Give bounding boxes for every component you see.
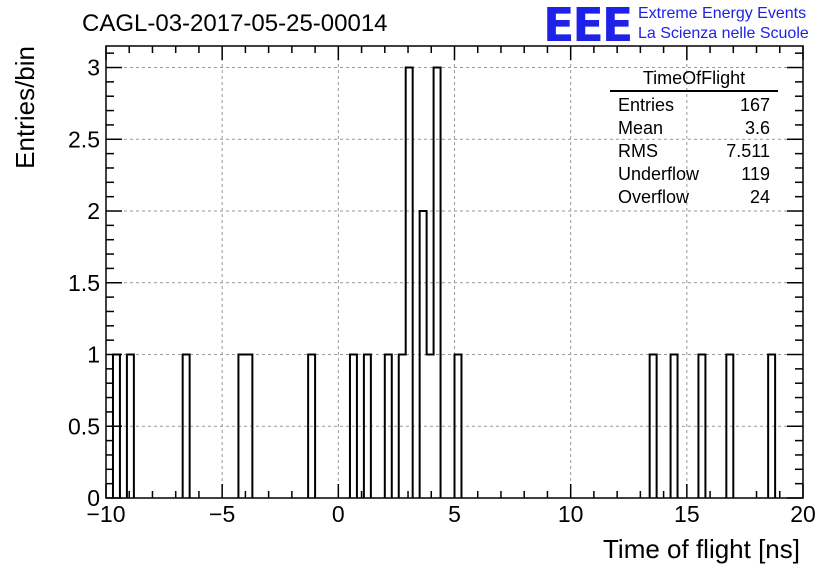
histogram-bin [768,355,775,498]
x-tick-label: 15 [674,501,700,527]
stats-row-mean: Mean 3.6 [610,117,778,140]
stats-label: RMS [618,141,658,161]
stats-value: 7.511 [726,141,770,161]
histogram-bin [399,355,406,498]
stats-label: Overflow [618,187,690,207]
x-tick-label: 5 [448,501,461,527]
histogram-bin [238,355,245,498]
stats-box: TimeOfFlight Entries 167 Mean 3.6 RMS 7.… [610,68,778,209]
y-tick-label: 0.5 [68,413,100,439]
y-tick-label: 0 [87,485,100,511]
eee-logo: EEE [543,0,633,52]
stats-value: 24 [749,187,770,207]
histogram-bin [245,355,252,498]
histogram-bin [420,211,427,498]
histogram-bin [127,355,134,498]
x-tick-label: −10 [86,501,125,527]
y-tick-label: 1.5 [68,270,100,296]
run-title: CAGL-03-2017-05-25-00014 [82,10,388,37]
x-tick-label: 20 [790,501,816,527]
histogram-bin [183,355,190,498]
stats-row-entries: Entries 167 [610,94,778,117]
histogram-bin [308,355,315,498]
x-tick-label: 10 [558,501,584,527]
histogram-bin [434,68,441,498]
histogram-bin [427,355,434,498]
stats-value: 3.6 [744,118,770,138]
axis-ticks [105,46,804,499]
y-tick-label: 2.5 [68,126,100,152]
x-tick-labels: −10 −5 0 5 10 15 20 [86,501,815,527]
histogram-bin [650,355,657,498]
stats-value: 167 [739,95,770,115]
histogram-bin [698,355,705,498]
stats-row-rms: RMS 7.511 [610,140,778,163]
stats-label: Underflow [618,164,700,184]
stats-row-underflow: Underflow 119 [610,163,778,186]
y-tick-label: 1 [87,342,100,368]
histogram-bin [406,68,413,498]
histogram-bin [350,355,357,498]
y-tick-label: 3 [87,55,100,81]
logo-caption: Extreme Energy Events La Scienza nelle S… [638,4,809,44]
x-tick-label: 0 [332,501,345,527]
y-axis-label: Entries/bin [10,46,40,169]
stats-title: TimeOfFlight [610,68,778,92]
stats-value: 119 [741,164,770,184]
histogram-bin [671,355,678,498]
stats-label: Entries [618,95,675,115]
histogram-bin [455,355,462,498]
histogram-bin [364,355,371,498]
stats-label: Mean [618,118,664,138]
y-tick-labels: 0 0.5 1 1.5 2 2.5 3 [68,55,100,511]
histogram-bin [385,355,392,498]
y-tick-label: 2 [87,198,100,224]
logo-line-2: La Scienza nelle Scuole [638,25,809,42]
histogram-bin [726,355,733,498]
x-axis-label: Time of flight [ns] [603,534,800,564]
logo-line-1: Extreme Energy Events [638,5,807,22]
stats-row-overflow: Overflow 24 [610,186,778,209]
x-tick-label: −5 [209,501,235,527]
